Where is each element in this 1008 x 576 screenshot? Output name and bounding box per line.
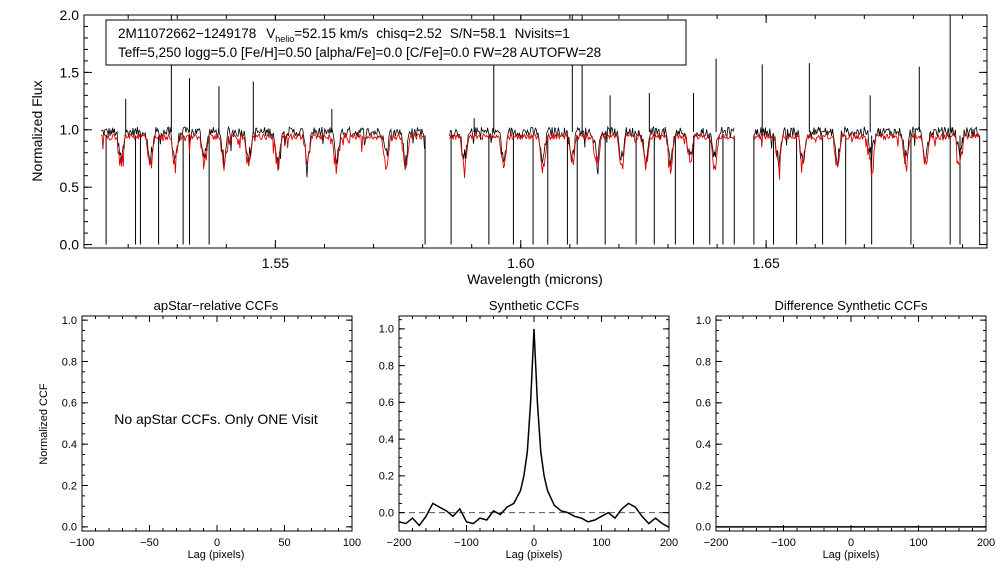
spectrum-axes-frame (83, 14, 988, 249)
y-tick-label: 0.0 (379, 507, 394, 519)
spectrum-panel: 1.55 1.60 1.65 0.0 0.5 1.0 1.5 2.0 Wavelength (… (29, 7, 988, 287)
x-tick-label: −50 (140, 537, 159, 549)
y-tick-label: 0.6 (62, 398, 77, 410)
y-tick-label: 0.0 (60, 236, 80, 252)
apstar-ccf-ticks: −100 −50 0 50 100 0.0 0.2 0.4 0.6 0.8 1.0 (62, 315, 361, 549)
y-tick-label: 0.6 (379, 397, 394, 409)
synthetic-spectrum-line (753, 132, 980, 180)
difference-ccf-title: Difference Synthetic CCFs (775, 298, 928, 313)
x-tick-label: −100 (771, 537, 796, 549)
y-tick-label: 0.4 (379, 434, 394, 446)
y-tick-label: 0.4 (696, 439, 711, 451)
apstar-ccf-title: apStar−relative CCFs (154, 298, 279, 313)
difference-ccf-panel: Difference Synthetic CCFs −200 −100 0 100 20… (696, 298, 995, 561)
spectrum-y-axis-label: Normalized Flux (29, 80, 45, 181)
spectrum-data (101, 15, 981, 245)
x-tick-label: 1.55 (262, 255, 289, 271)
x-tick-label: −200 (704, 537, 729, 549)
x-tick-label: 0 (848, 537, 854, 549)
synthetic-spectrum-line (101, 132, 425, 174)
annotation-line-1: 2M11072662−1249178 Vhelio=52.15 km/s chisq… (118, 26, 570, 44)
synthetic-ccf-title: Synthetic CCFs (489, 298, 580, 313)
x-tick-label: −200 (387, 537, 412, 549)
x-tick-label: 100 (343, 537, 361, 549)
y-tick-label: 2.0 (60, 7, 80, 23)
annotation-vhelio-sub: helio (275, 34, 294, 44)
difference-ccf-ticks: −200 −100 0 100 200 0.0 0.2 0.4 0.6 0.8 1.0 (696, 315, 995, 549)
spectrum-ticks: 1.55 1.60 1.65 0.0 0.5 1.0 1.5 2.0 (60, 7, 987, 271)
annotation-snr: S/N=58.1 (450, 26, 507, 41)
y-tick-label: 1.0 (696, 315, 711, 327)
x-tick-label: 100 (909, 537, 927, 549)
y-tick-label: 0.2 (696, 480, 711, 492)
spectrum-annotation-box: 2M11072662−1249178 Vhelio=52.15 km/s chisq… (105, 19, 687, 66)
apstar-ccf-x-axis-label: Lag (pixels) (188, 549, 245, 561)
x-tick-label: −100 (70, 537, 95, 549)
y-tick-label: 0.8 (62, 356, 77, 368)
x-tick-label: 200 (660, 537, 678, 549)
observed-spectrum-line (753, 125, 980, 168)
annotation-vhelio-value: =52.15 km/s (294, 26, 368, 41)
ccf-line (398, 328, 670, 528)
synthetic-ccf-axes-frame (398, 315, 670, 532)
observed-spectrum-line (449, 125, 735, 175)
y-tick-label: 1.5 (60, 64, 80, 80)
annotation-chisq: chisq=2.52 (376, 26, 442, 41)
y-tick-label: 0.2 (379, 471, 394, 483)
apstar-ccf-y-axis-label: Normalized CCF (38, 383, 50, 465)
spectrum-x-axis-label: Wavelength (microns) (467, 271, 603, 287)
annotation-vhelio-label: V (266, 26, 275, 41)
x-tick-label: 0 (214, 537, 220, 549)
y-tick-label: 0.8 (379, 360, 394, 372)
annotation-nvisits: Nvisits=1 (515, 26, 570, 41)
synthetic-ccf-panel: Synthetic CCFs −200 −100 0 100 200 0.0 0.2 0.4 0… (379, 298, 678, 561)
y-tick-label: 1.0 (60, 122, 80, 138)
x-tick-label: 1.65 (753, 255, 780, 271)
synthetic-ccf-ticks: −200 −100 0 100 200 0.0 0.2 0.4 0.6 0.8 1.0 (379, 316, 678, 549)
y-tick-label: 1.0 (379, 324, 394, 336)
y-tick-label: 0.2 (62, 480, 77, 492)
x-tick-label: 200 (977, 537, 995, 549)
annotation-params-line: Teff=5,250 logg=5.0 [Fe/H]=0.50 [alpha/F… (118, 45, 601, 60)
y-tick-label: 1.0 (62, 315, 77, 327)
x-tick-label: −100 (454, 537, 479, 549)
y-tick-label: 0.0 (62, 522, 77, 534)
synthetic-ccf-data (398, 328, 670, 528)
x-tick-label: 50 (278, 537, 290, 549)
annotation-star-id: 2M11072662−1249178 (118, 26, 256, 41)
x-tick-label: 100 (592, 537, 610, 549)
y-tick-label: 0.4 (62, 439, 77, 451)
synthetic-ccf-x-axis-label: Lag (pixels) (506, 549, 563, 561)
difference-ccf-axes-frame (715, 315, 987, 532)
y-tick-label: 0.0 (696, 522, 711, 534)
x-tick-label: 0 (531, 537, 537, 549)
y-tick-label: 0.8 (696, 356, 711, 368)
apstar-ccf-message: No apStar CCFs. Only ONE Visit (114, 411, 318, 427)
apstar-ccf-panel: apStar−relative CCFs −100 −50 0 50 100 0.0 0.2… (38, 298, 361, 561)
synthetic-spectrum-line (449, 132, 735, 179)
y-tick-label: 0.6 (696, 398, 711, 410)
x-tick-label: 1.60 (507, 255, 534, 271)
y-tick-label: 0.5 (60, 179, 80, 195)
difference-ccf-x-axis-label: Lag (pixels) (823, 549, 880, 561)
annotation-box-frame (105, 19, 687, 66)
